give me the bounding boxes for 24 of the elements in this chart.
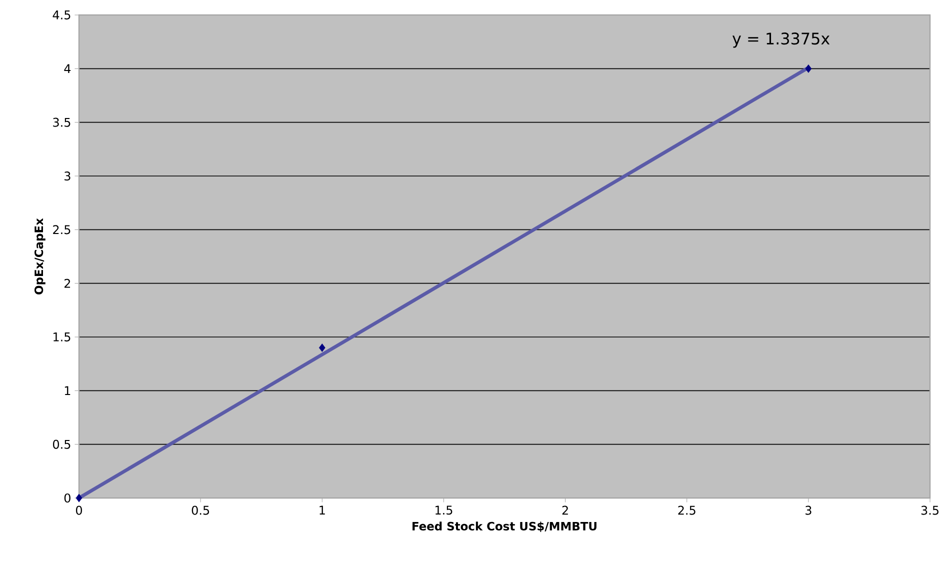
annotation: y = 1.3375x: [732, 32, 830, 48]
x-tick-label: 0: [76, 506, 82, 515]
y-tick-label: 4: [64, 64, 71, 74]
y-tick-label: 1.5: [54, 332, 70, 342]
y-tick-label: 0.5: [52, 440, 70, 449]
x-tick-label: 3.5: [921, 506, 938, 515]
y-tick-label: 0: [64, 493, 70, 503]
point: [318, 344, 326, 352]
x-tick-label: 1: [320, 506, 325, 514]
x-tick-label: 0.5: [192, 506, 210, 515]
y-tick-label: 1: [64, 386, 70, 396]
point: [76, 494, 82, 502]
x-tick-label: 2: [562, 506, 568, 515]
x-tick-label: 3: [806, 506, 812, 515]
y-axis-title: OpEx/CapEx: [34, 218, 46, 294]
x-tick-label: 2.5: [678, 506, 696, 515]
y-tick-label: 2.5: [53, 225, 70, 234]
x-axis-title: Feed Stock Cost US$/MMBTU: [412, 522, 596, 532]
x-tick-label: 1.5: [436, 506, 452, 515]
y-tick-label: 3: [64, 171, 70, 181]
y-tick-label: 4.5: [52, 10, 70, 20]
point: [805, 64, 812, 73]
y-tick-label: 3.5: [53, 118, 70, 127]
y-tick-label: 2: [64, 278, 70, 288]
